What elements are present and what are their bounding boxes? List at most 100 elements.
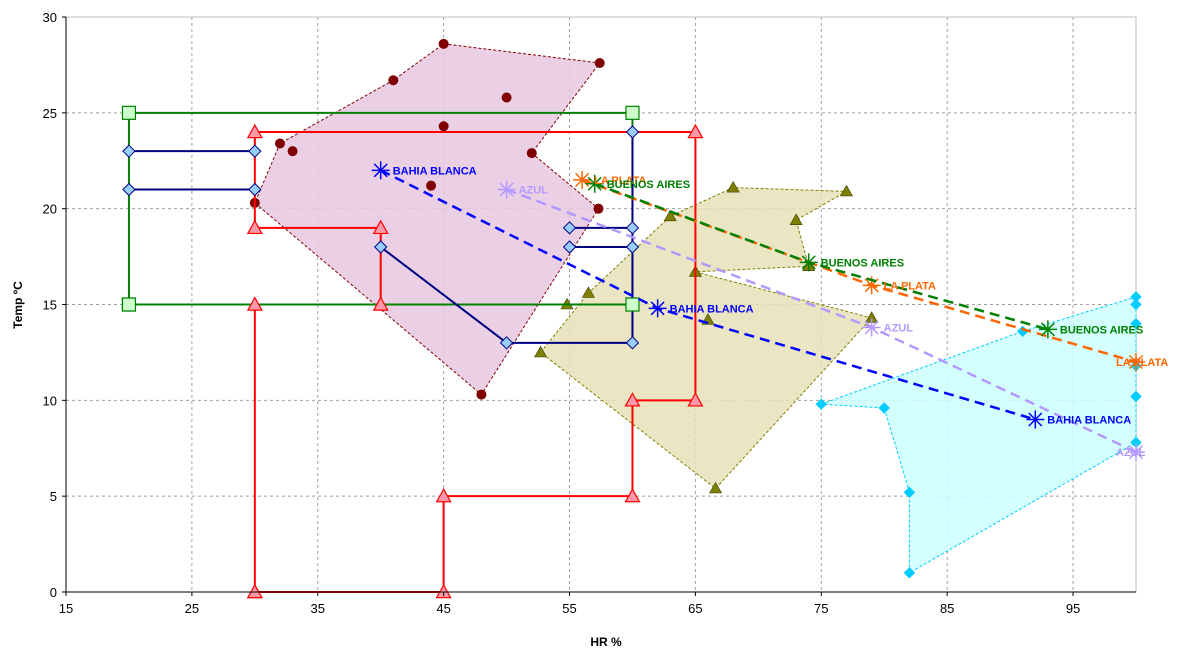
square-marker bbox=[625, 297, 640, 312]
series-lines bbox=[371, 161, 1145, 462]
y-axis-title: Temp ºC bbox=[11, 281, 25, 329]
diamond-marker bbox=[1130, 298, 1142, 311]
point-label: AZUL bbox=[884, 323, 914, 335]
diamond-marker bbox=[625, 336, 640, 350]
square-marker bbox=[625, 105, 640, 120]
triangle-marker bbox=[435, 487, 452, 503]
y-tick-label: 0 bbox=[50, 585, 57, 600]
triangle-marker bbox=[435, 583, 452, 599]
circle-marker bbox=[501, 92, 512, 103]
point-label: LA PLATA bbox=[884, 280, 936, 292]
x-tick-label: 25 bbox=[185, 601, 199, 616]
triangle-marker bbox=[246, 219, 263, 235]
triangle-marker bbox=[581, 286, 595, 298]
y-tick-label: 10 bbox=[43, 393, 57, 408]
star-marker-stroke bbox=[587, 176, 602, 191]
diamond-marker bbox=[878, 402, 890, 414]
star-marker-stroke bbox=[1040, 322, 1055, 337]
diamond-marker bbox=[562, 240, 577, 254]
y-tick-label: 5 bbox=[50, 489, 57, 504]
triangle-marker bbox=[709, 481, 723, 494]
circle-marker bbox=[438, 121, 449, 132]
x-tick-label: 75 bbox=[814, 601, 828, 616]
star-marker-stroke bbox=[499, 182, 514, 197]
circle-marker bbox=[426, 180, 437, 191]
x-axis-title: HR % bbox=[590, 635, 622, 649]
circle-marker bbox=[388, 75, 399, 86]
triangle-marker bbox=[687, 392, 704, 407]
triangle-marker bbox=[726, 180, 740, 193]
triangle-marker bbox=[789, 213, 803, 225]
star-marker-stroke bbox=[864, 320, 879, 335]
circle-marker bbox=[593, 203, 604, 214]
axes: 0 5 10 15 20 25 30 15 25 35 45 55 65 75 85 95 bbox=[43, 10, 1136, 616]
star-marker-stroke bbox=[1128, 354, 1144, 370]
star-marker-stroke bbox=[650, 301, 665, 316]
star-marker-stroke bbox=[1028, 412, 1043, 427]
x-tick-label: 15 bbox=[59, 601, 73, 616]
star-marker-stroke bbox=[1128, 445, 1144, 460]
point-label: BAHIA BLANCA bbox=[1047, 415, 1131, 427]
point-label: LA PLATA bbox=[1116, 357, 1168, 369]
star-marker-stroke bbox=[575, 172, 590, 187]
diamond-marker bbox=[1130, 390, 1142, 403]
diamond-marker bbox=[562, 221, 577, 235]
x-tick-label: 45 bbox=[436, 601, 450, 616]
square-marker bbox=[121, 105, 137, 120]
shaded-region bbox=[539, 187, 873, 490]
diamond-marker bbox=[122, 182, 136, 197]
diamond-marker bbox=[625, 125, 640, 139]
point-label: BAHIA BLANCA bbox=[393, 165, 477, 177]
shaded-region bbox=[821, 296, 1137, 574]
diamond-marker bbox=[1130, 317, 1142, 330]
x-tick-label: 85 bbox=[940, 601, 954, 616]
diamond-marker bbox=[122, 144, 136, 158]
diamond-marker bbox=[499, 336, 514, 350]
triangle-marker bbox=[839, 184, 853, 197]
diamond-marker bbox=[373, 240, 388, 254]
circle-marker bbox=[438, 38, 449, 49]
triangle-marker bbox=[624, 487, 641, 503]
star-marker-stroke bbox=[373, 163, 388, 178]
x-tick-label: 95 bbox=[1066, 601, 1080, 616]
triangle-marker bbox=[372, 296, 389, 311]
circle-marker bbox=[526, 148, 537, 159]
point-label: LA PLATA bbox=[594, 175, 646, 187]
x-tick-label: 35 bbox=[311, 601, 325, 616]
star-marker-stroke bbox=[801, 255, 816, 270]
point-label: BAHIA BLANCA bbox=[670, 303, 754, 315]
point-label: BUENOS AIRES bbox=[607, 179, 690, 191]
diamond-marker bbox=[903, 486, 916, 499]
square-marker bbox=[121, 297, 137, 312]
diamond-marker bbox=[248, 144, 262, 158]
triangle-marker bbox=[687, 123, 704, 139]
point-label: AZUL bbox=[1116, 447, 1146, 459]
point-label: BUENOS AIRES bbox=[1060, 324, 1143, 336]
triangle-marker bbox=[663, 209, 677, 222]
point-label: AZUL bbox=[519, 185, 549, 197]
diamond-marker bbox=[903, 567, 916, 579]
y-tick-label: 25 bbox=[43, 106, 57, 121]
diamond-marker bbox=[815, 398, 828, 410]
circle-marker bbox=[275, 138, 285, 149]
diamond-marker bbox=[248, 182, 262, 197]
diamond-marker bbox=[625, 221, 640, 235]
triangle-marker bbox=[246, 583, 263, 599]
x-tick-label: 65 bbox=[688, 601, 702, 616]
triangle-marker bbox=[246, 123, 263, 139]
triangle-marker bbox=[534, 345, 548, 358]
point-label: BUENOS AIRES bbox=[821, 257, 904, 269]
triangle-marker bbox=[624, 392, 641, 407]
y-tick-label: 15 bbox=[43, 298, 57, 313]
circle-marker bbox=[287, 146, 298, 157]
diamond-marker bbox=[625, 240, 640, 254]
y-tick-label: 20 bbox=[43, 202, 57, 217]
step-lines bbox=[121, 105, 704, 599]
triangle-marker bbox=[372, 219, 389, 235]
circle-marker bbox=[476, 389, 487, 400]
circle-marker bbox=[594, 58, 605, 68]
y-tick-label: 30 bbox=[43, 10, 57, 25]
point-labels: BAHIA BLANCA BAHIA BLANCA BAHIA BLANCA LA P… bbox=[393, 165, 1169, 459]
triangle-marker bbox=[246, 296, 263, 311]
